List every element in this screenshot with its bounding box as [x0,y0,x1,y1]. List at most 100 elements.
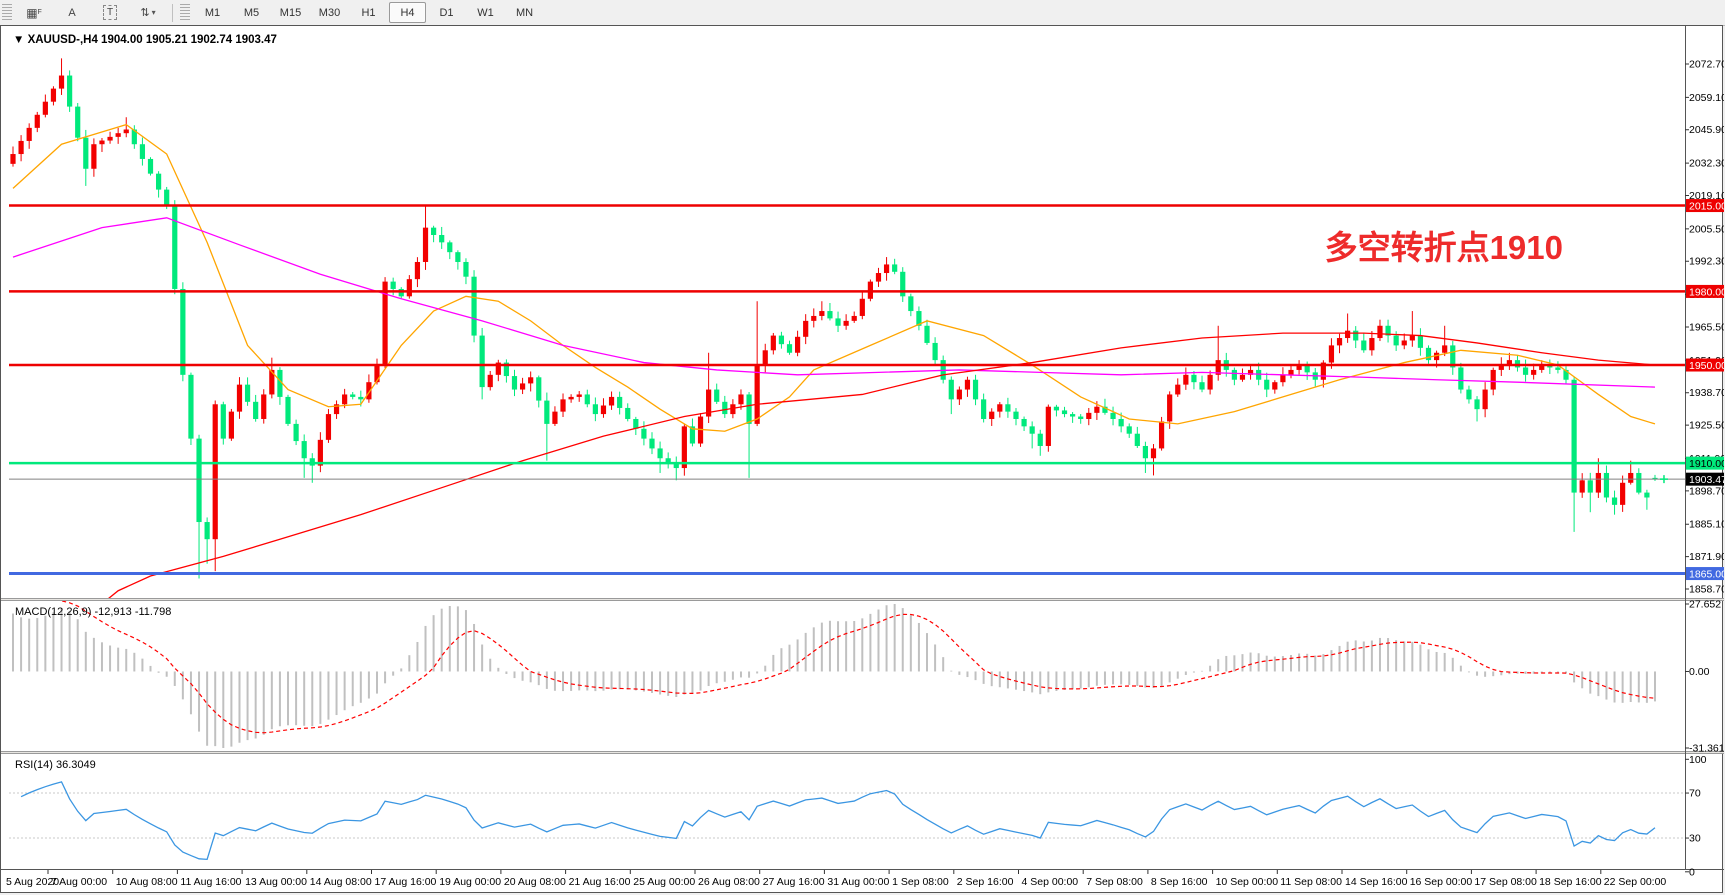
candle-body [1498,365,1504,370]
timeframe-button-m30[interactable]: M30 [318,6,341,19]
macd-axis-label: 27.652 [1689,599,1721,611]
timeframe-button-w1[interactable]: W1 [477,6,494,19]
candle-body [1086,412,1092,419]
date-axis-label: 26 Aug 08:00 [698,876,760,888]
price-axis-label: 2045.90 [1689,124,1724,136]
candle-body [463,261,469,277]
candle-body [673,463,679,469]
rsi-line [20,781,1656,861]
candle-body [253,401,259,419]
timeframe-button-h4[interactable]: H4 [389,2,426,23]
text-box-icon[interactable]: T [92,2,128,24]
candle-body [42,101,48,115]
candle-body [1474,399,1480,410]
candle-body [617,396,623,408]
candle-body [1652,477,1658,480]
candle-body [196,438,202,523]
candle-body [293,423,299,442]
candle-body [1442,345,1448,353]
timeframe-bar: M1 M5 M15 M30 H1 H4 D1 W1 MN [193,2,544,23]
date-axis-label: 27 Aug 16:00 [763,876,825,888]
date-axis-label: 25 Aug 00:00 [633,876,695,888]
date-axis-label: 7 Sep 08:00 [1086,876,1143,888]
candle-body [786,344,793,353]
candle-body [689,426,696,444]
candle-body [584,394,590,405]
candle-body [115,133,121,137]
candle-body [414,261,421,280]
candle-body [722,401,728,415]
macd-axis-label: -31.361 [1689,743,1724,755]
candle-body [956,389,962,400]
price-axis-label: 1965.50 [1689,321,1724,333]
candle-body [778,335,785,345]
candle-body [892,264,898,272]
candle-body [447,242,453,253]
ma-fast-orange [12,123,1656,432]
candle-body [244,384,251,402]
candle-body [99,140,105,145]
candle-body [1256,369,1262,380]
candle-body [1345,330,1351,339]
chart-window: 2072.70 2059.10 2045.90 2032.30 2019.10 2005.… [0,25,1724,893]
candle-body [1183,374,1189,385]
candle-body [1037,433,1043,446]
price-axis-label: 2059.10 [1689,92,1724,104]
candle-body [1239,374,1246,380]
macd-panel[interactable] [12,565,1656,748]
candle-body [204,522,210,540]
candle-body [374,365,380,383]
candle-body [819,311,825,316]
candle-body [1450,345,1456,368]
candle-body [1191,374,1197,383]
candle-body [1401,340,1407,346]
panel-splitter[interactable] [1,598,1724,601]
candle-body [1207,374,1213,390]
timeframe-button-mn[interactable]: MN [515,6,534,19]
candle-body [236,384,243,412]
chart-canvas[interactable]: 2072.70 2059.10 2045.90 2032.30 2019.10 2005.… [1,26,1724,892]
panel-splitter[interactable] [1,751,1724,754]
timeframe-grip[interactable] [180,3,190,22]
candle-body [762,350,768,366]
candle-body [908,296,914,312]
timeframe-button-m15[interactable]: M15 [279,6,302,19]
price-badge-1950.00: 1950.00 [1686,358,1724,372]
cycle-arrows-icon[interactable]: ⇅ ▾ [140,7,156,19]
rsi-panel[interactable] [9,781,1685,861]
candle-body [1013,411,1019,419]
price-axis-label: 2019.10 [1689,190,1724,202]
candle-body [608,396,615,406]
timeframe-button-d1[interactable]: D1 [439,6,454,19]
candle-body [730,404,736,415]
candle-body [1296,365,1302,370]
candle-body [83,137,89,169]
candle-body [487,374,493,388]
candle-body [552,411,558,424]
price-axis-label: 2032.30 [1689,158,1724,170]
timeframe-button-m5[interactable]: M5 [243,6,260,19]
candle-body [325,414,332,440]
toolbar-grip[interactable] [2,3,12,22]
date-axis-label: 8 Sep 16:00 [1151,876,1208,888]
price-axis[interactable]: 2072.70 2059.10 2045.90 2032.30 2019.10 2005.… [1685,59,1724,596]
grid-snap-icon[interactable]: ▦ F [26,5,42,20]
candle-body [835,318,841,326]
candle-body [916,311,922,326]
candle-body [220,404,226,439]
date-axis-label: 14 Sep 16:00 [1345,876,1408,888]
candle-body [358,396,364,400]
text-label-icon[interactable]: A [68,6,76,19]
date-axis-label: 18 Sep 16:00 [1539,876,1602,888]
candle-body [180,288,186,375]
main-chart-panel[interactable] [9,58,1685,610]
timeframe-button-h1[interactable]: H1 [361,6,376,19]
candle-body [511,376,518,390]
candle-body [714,389,720,402]
macd-axis-label: 0.00 [1689,666,1710,678]
candle-body [131,129,137,145]
candle-body [1466,389,1472,400]
candle-body [811,315,817,321]
timeframe-button-m1[interactable]: M1 [204,6,221,19]
